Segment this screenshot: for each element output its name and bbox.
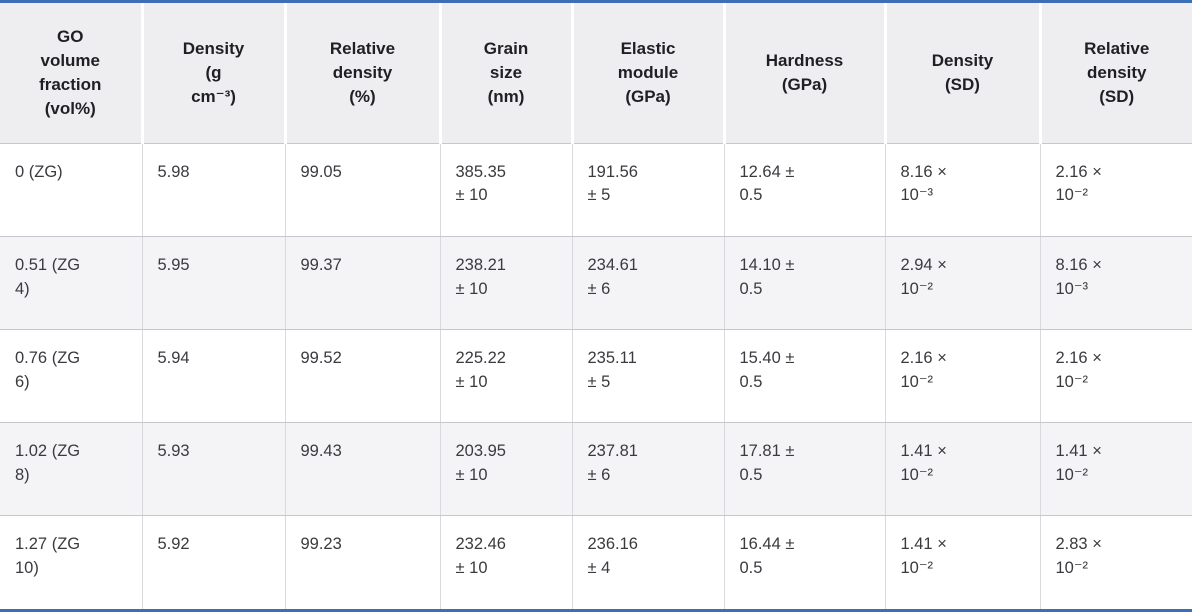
header-row: GO volume fraction (vol%) Density (g cm⁻… [0, 3, 1192, 144]
table-row: 1.02 (ZG 8) 5.93 99.43 203.95 ± 10 237.8… [0, 422, 1192, 517]
table-cell: 234.61 ± 6 [572, 236, 725, 330]
table-cell: 99.43 [285, 422, 441, 517]
materials-properties-table: GO volume fraction (vol%) Density (g cm⁻… [0, 3, 1192, 609]
table-cell: 99.52 [285, 329, 441, 424]
table-cell: 1.41 × 10⁻² [1040, 422, 1192, 517]
table-cell: 1.41 × 10⁻² [885, 515, 1041, 609]
table-row: 0 (ZG) 5.98 99.05 385.35 ± 10 191.56 ± 5… [0, 143, 1192, 237]
table-cell: 238.21 ± 10 [440, 236, 573, 330]
table-cell: 0.51 (ZG 4) [0, 236, 143, 330]
table-cell: 5.95 [142, 236, 286, 330]
column-header-relative-density: Relative density (%) [285, 3, 442, 144]
table-cell: 2.16 × 10⁻² [1040, 329, 1192, 424]
table-cell: 191.56 ± 5 [572, 143, 725, 237]
column-header-go-volume-fraction: GO volume fraction (vol%) [0, 3, 144, 144]
table-cell: 15.40 ± 0.5 [724, 329, 886, 424]
column-header-hardness: Hardness (GPa) [724, 3, 887, 144]
table-cell: 232.46 ± 10 [440, 515, 573, 609]
table-cell: 17.81 ± 0.5 [724, 422, 886, 517]
table-cell: 385.35 ± 10 [440, 143, 573, 237]
table-cell: 2.94 × 10⁻² [885, 236, 1041, 330]
table-cell: 0.76 (ZG 6) [0, 329, 143, 424]
table-cell: 8.16 × 10⁻³ [1040, 236, 1192, 330]
table-cell: 99.23 [285, 515, 441, 609]
table-cell: 203.95 ± 10 [440, 422, 573, 517]
table-cell: 1.27 (ZG 10) [0, 515, 143, 609]
table-cell: 12.64 ± 0.5 [724, 143, 886, 237]
table-row: 0.51 (ZG 4) 5.95 99.37 238.21 ± 10 234.6… [0, 236, 1192, 330]
table-cell: 225.22 ± 10 [440, 329, 573, 424]
table-cell: 8.16 × 10⁻³ [885, 143, 1041, 237]
table-cell: 5.98 [142, 143, 286, 237]
column-header-elastic-module: Elastic module (GPa) [572, 3, 726, 144]
table-cell: 2.16 × 10⁻² [885, 329, 1041, 424]
table-cell: 5.93 [142, 422, 286, 517]
table-cell: 1.41 × 10⁻² [885, 422, 1041, 517]
table-cell: 235.11 ± 5 [572, 329, 725, 424]
column-header-density: Density (g cm⁻³) [142, 3, 287, 144]
table-cell: 0 (ZG) [0, 143, 143, 237]
table-cell: 16.44 ± 0.5 [724, 515, 886, 609]
table-cell: 1.02 (ZG 8) [0, 422, 143, 517]
table-cell: 14.10 ± 0.5 [724, 236, 886, 330]
table-cell: 99.05 [285, 143, 441, 237]
column-header-relative-density-sd: Relative density (SD) [1040, 3, 1192, 144]
table-cell: 99.37 [285, 236, 441, 330]
table-cell: 5.92 [142, 515, 286, 609]
table-row: 1.27 (ZG 10) 5.92 99.23 232.46 ± 10 236.… [0, 515, 1192, 609]
column-header-density-sd: Density (SD) [885, 3, 1042, 144]
table-cell: 2.16 × 10⁻² [1040, 143, 1192, 237]
table-cell: 237.81 ± 6 [572, 422, 725, 517]
table-cell: 236.16 ± 4 [572, 515, 725, 609]
table-row: 0.76 (ZG 6) 5.94 99.52 225.22 ± 10 235.1… [0, 329, 1192, 424]
table-cell: 2.83 × 10⁻² [1040, 515, 1192, 609]
table-cell: 5.94 [142, 329, 286, 424]
column-header-grain-size: Grain size (nm) [440, 3, 574, 144]
